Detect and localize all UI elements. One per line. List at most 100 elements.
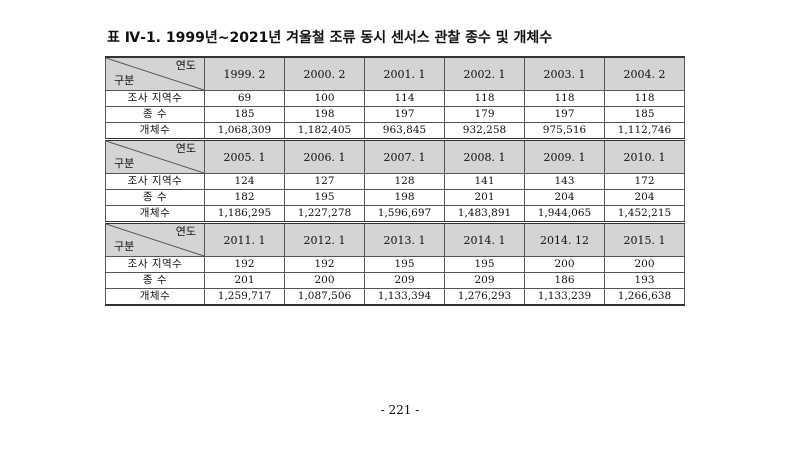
value-cell-species: 209: [364, 272, 445, 289]
diagonal-divider: [106, 58, 204, 90]
value-cell-species: 179: [444, 106, 525, 123]
table-row-species: 종 수 182 195 198 201 204 204: [105, 189, 685, 206]
value-cell-individuals: 932,258: [444, 122, 525, 140]
value-cell-species: 201: [204, 272, 285, 289]
year-header-cell: 2004. 2: [604, 56, 685, 91]
value-cell-individuals: 1,112,746: [604, 122, 685, 140]
table-row-species: 종 수 201 200 209 209 186 193: [105, 272, 685, 289]
value-cell-regions: 118: [524, 90, 605, 107]
year-header-cell: 2012. 1: [284, 221, 365, 257]
value-cell-regions: 192: [284, 256, 365, 273]
value-cell-species: 195: [284, 189, 365, 206]
table-row-individuals: 개체수 1,259,717 1,087,506 1,133,394 1,276,293 1…: [105, 288, 685, 306]
value-cell-regions: 200: [524, 256, 605, 273]
year-header-cell: 2007. 1: [364, 138, 445, 174]
corner-category-label: 구분: [114, 240, 135, 253]
value-cell-species: 197: [364, 106, 445, 123]
value-cell-regions: 128: [364, 173, 445, 190]
value-cell-regions: 127: [284, 173, 365, 190]
value-cell-individuals: 1,227,278: [284, 205, 365, 223]
value-cell-regions: 141: [444, 173, 525, 190]
value-cell-individuals: 1,133,239: [524, 288, 605, 306]
value-cell-individuals: 1,087,506: [284, 288, 365, 306]
corner-category-label: 구분: [114, 157, 135, 170]
year-header-cell: 2014. 1: [444, 221, 525, 257]
value-cell-species: 193: [604, 272, 685, 289]
value-cell-regions: 192: [204, 256, 285, 273]
row-label-individuals: 개체수: [105, 205, 205, 223]
value-cell-regions: 195: [364, 256, 445, 273]
table-row-individuals: 개체수 1,068,309 1,182,405 963,845 932,258 975,5…: [105, 122, 685, 140]
table-row-species: 종 수 185 198 197 179 197 185: [105, 106, 685, 123]
year-header-cell: 2009. 1: [524, 138, 605, 174]
year-header-cell: 2000. 2: [284, 56, 365, 91]
value-cell-individuals: 1,186,295: [204, 205, 285, 223]
table-title: 표 Ⅳ-1. 1999년~2021년 겨울철 조류 동시 센서스 관찰 종수 및…: [107, 30, 553, 46]
diagonal-divider: [106, 224, 204, 256]
value-cell-individuals: 1,483,891: [444, 205, 525, 223]
value-cell-species: 204: [524, 189, 605, 206]
value-cell-species: 197: [524, 106, 605, 123]
value-cell-species: 185: [204, 106, 285, 123]
value-cell-regions: 200: [604, 256, 685, 273]
value-cell-regions: 69: [204, 90, 285, 107]
value-cell-species: 201: [444, 189, 525, 206]
year-header-cell: 2001. 1: [364, 56, 445, 91]
value-cell-species: 182: [204, 189, 285, 206]
row-label-regions: 조사 지역수: [105, 173, 205, 190]
corner-year-label: 연도: [175, 142, 196, 155]
value-cell-individuals: 1,276,293: [444, 288, 525, 306]
value-cell-regions: 118: [604, 90, 685, 107]
year-header-cell: 1999. 2: [204, 56, 285, 91]
row-label-species: 종 수: [105, 272, 205, 289]
value-cell-regions: 143: [524, 173, 605, 190]
corner-header-cell: 연도 구분: [105, 56, 205, 91]
value-cell-species: 209: [444, 272, 525, 289]
row-label-individuals: 개체수: [105, 122, 205, 140]
value-cell-species: 198: [364, 189, 445, 206]
value-cell-species: 186: [524, 272, 605, 289]
row-label-species: 종 수: [105, 189, 205, 206]
table-row-regions: 조사 지역수 124 127 128 141 143 172: [105, 173, 685, 190]
value-cell-species: 185: [604, 106, 685, 123]
year-header-cell: 2002. 1: [444, 56, 525, 91]
corner-year-label: 연도: [175, 225, 196, 238]
year-header-cell: 2014. 12: [524, 221, 605, 257]
table-row-regions: 조사 지역수 192 192 195 195 200 200: [105, 256, 685, 273]
value-cell-individuals: 1,944,065: [524, 205, 605, 223]
value-cell-regions: 195: [444, 256, 525, 273]
value-cell-individuals: 1,596,697: [364, 205, 445, 223]
value-cell-species: 204: [604, 189, 685, 206]
value-cell-individuals: 1,068,309: [204, 122, 285, 140]
value-cell-regions: 100: [284, 90, 365, 107]
value-cell-individuals: 1,452,215: [604, 205, 685, 223]
value-cell-regions: 124: [204, 173, 285, 190]
row-label-regions: 조사 지역수: [105, 90, 205, 107]
value-cell-species: 198: [284, 106, 365, 123]
value-cell-regions: 118: [444, 90, 525, 107]
row-label-regions: 조사 지역수: [105, 256, 205, 273]
year-header-cell: 2015. 1: [604, 221, 685, 257]
row-label-individuals: 개체수: [105, 288, 205, 306]
row-label-species: 종 수: [105, 106, 205, 123]
table-row-individuals: 개체수 1,186,295 1,227,278 1,596,697 1,483,891 1…: [105, 205, 685, 223]
year-header-cell: 2005. 1: [204, 138, 285, 174]
value-cell-individuals: 975,516: [524, 122, 605, 140]
value-cell-individuals: 1,182,405: [284, 122, 365, 140]
year-header-cell: 2010. 1: [604, 138, 685, 174]
year-header-cell: 2013. 1: [364, 221, 445, 257]
year-header-cell: 2003. 1: [524, 56, 605, 91]
diagonal-divider: [106, 141, 204, 173]
year-header-cell: 2006. 1: [284, 138, 365, 174]
value-cell-individuals: 1,266,638: [604, 288, 685, 306]
page-number: - 221 -: [380, 403, 420, 417]
value-cell-regions: 114: [364, 90, 445, 107]
value-cell-regions: 172: [604, 173, 685, 190]
